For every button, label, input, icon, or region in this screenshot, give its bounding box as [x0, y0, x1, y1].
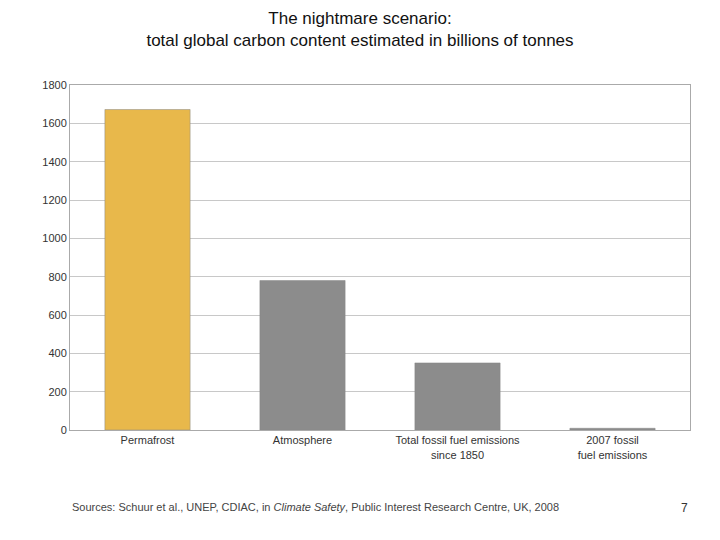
svg-text:1000: 1000 [42, 232, 66, 244]
svg-text:2007 fossilfuel emissions: 2007 fossilfuel emissions [578, 434, 648, 460]
svg-text:The nightmare scenario:total g: The nightmare scenario:total global carb… [146, 9, 573, 50]
svg-text:1200: 1200 [42, 194, 66, 206]
svg-text:200: 200 [48, 386, 66, 398]
svg-text:600: 600 [48, 309, 66, 321]
svg-text:1400: 1400 [42, 156, 66, 168]
svg-text:7: 7 [681, 501, 688, 515]
svg-text:Atmosphere: Atmosphere [273, 434, 332, 446]
svg-text:Total fossil fuel emissionssin: Total fossil fuel emissionssince 1850 [395, 434, 520, 460]
svg-text:Sources: Schuur et al., UNEP,: Sources: Schuur et al., UNEP, CDIAC, in … [72, 501, 559, 513]
svg-text:800: 800 [48, 271, 66, 283]
svg-text:Permafrost: Permafrost [121, 434, 175, 446]
svg-text:1800: 1800 [42, 79, 66, 91]
svg-text:1600: 1600 [42, 117, 66, 129]
svg-text:400: 400 [48, 347, 66, 359]
svg-text:0: 0 [61, 424, 67, 436]
